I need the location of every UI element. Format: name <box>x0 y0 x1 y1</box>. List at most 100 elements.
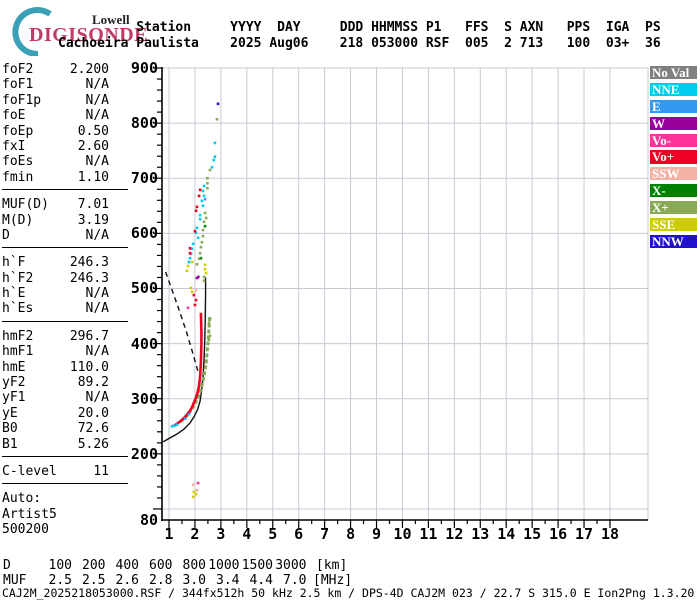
x-axis-tick-label: 11 <box>419 525 438 543</box>
parameter-value: 1.10 <box>77 169 109 185</box>
parameter-label: hmF2 <box>2 328 34 344</box>
parameter-label: yE <box>2 405 18 421</box>
distance-value: 1000 <box>208 558 240 573</box>
parameter-label: yF1 <box>2 390 26 406</box>
parameter-value: 246.3 <box>69 255 109 271</box>
parameter-value: N/A <box>85 92 109 108</box>
y-axis-tick-label: 300 <box>130 389 158 408</box>
parameter-label: h`Es <box>2 301 34 317</box>
x-axis-tick-label: 4 <box>242 525 252 543</box>
parameter-row: foE N/A <box>2 108 128 123</box>
legend-label: Vo- <box>652 132 672 148</box>
legend-label: W <box>652 115 665 131</box>
x-axis-tick-label: 15 <box>523 525 542 543</box>
legend-label: X+ <box>652 200 669 215</box>
legend-label: NNE <box>652 81 680 97</box>
y-axis-tick-label: 600 <box>130 224 158 243</box>
parameter-value: 0.50 <box>77 123 109 139</box>
parameter-value: 7.01 <box>77 197 109 213</box>
muf-value: 2.5 <box>82 573 106 588</box>
x-axis-tick-label: 9 <box>372 525 382 543</box>
x-axis-tick-label: 17 <box>575 525 594 543</box>
legend-label: X- <box>652 183 666 199</box>
parameter-label: M(D) <box>2 212 34 228</box>
x-axis-tick-label: 1 <box>164 525 174 543</box>
legend-item-vo-: Vo+ <box>650 149 697 165</box>
parameter-value: 89.2 <box>77 375 109 391</box>
muf-value: 2.8 <box>149 573 173 588</box>
header-line2: Cachoeira Paulista 2025 Aug06 218 053000… <box>58 36 661 51</box>
x-axis-tick-label: 3 <box>216 525 226 543</box>
x-axis-tick-label: 12 <box>445 525 464 543</box>
parameter-value: N/A <box>85 344 109 360</box>
parameter-row: hmF2 296.7 <box>2 329 128 344</box>
y-axis-tick-label: 500 <box>130 279 158 298</box>
muf-value: 3.4 <box>216 573 240 588</box>
parameter-label: fmin <box>2 169 34 185</box>
separator-line <box>2 189 128 191</box>
parameter-row: yE 20.0 <box>2 406 128 421</box>
parameter-row: yF2 89.2 <box>2 375 128 390</box>
parameter-row: fmin 1.10 <box>2 170 128 185</box>
muf-value: 3.0 <box>182 573 206 588</box>
y-axis-tick-label: 800 <box>130 114 158 133</box>
parameter-row: foEp 0.50 <box>2 124 128 139</box>
distance-unit: [km] <box>316 558 348 573</box>
logo-digisonde-text: DIGISONDE <box>29 24 148 46</box>
legend-label: NNW <box>652 233 684 249</box>
parameter-value: 11 <box>93 463 109 479</box>
x-axis-tick-label: 6 <box>294 525 304 543</box>
parameter-value: N/A <box>85 301 109 317</box>
parameter-row: h`F2 246.3 <box>2 271 128 286</box>
distance-value: 100 <box>48 558 72 573</box>
logo-lowell-text: Lowell <box>92 12 130 27</box>
crescent-icon <box>12 7 52 56</box>
parameter-value: 110.0 <box>69 359 109 375</box>
parameter-row: foF1p N/A <box>2 93 128 108</box>
parameter-row: MUF(D) 7.01 <box>2 197 128 212</box>
distance-value: 1500 <box>241 558 273 573</box>
parameter-label: h`E <box>2 286 26 302</box>
y-axis-tick-label: 80 <box>139 511 158 529</box>
x-axis-tick-label: 2 <box>190 525 200 543</box>
legend-label: Vo+ <box>652 149 675 165</box>
digisonde-logo: Lowell DIGISONDE <box>0 0 210 56</box>
y-axis-tick-label: 200 <box>130 444 158 463</box>
muf-value: 2.5 <box>48 573 72 588</box>
parameter-row: hmE 110.0 <box>2 360 128 375</box>
parameter-row: h`F 246.3 <box>2 255 128 270</box>
parameter-label: D <box>2 227 10 243</box>
separator-line <box>2 455 128 457</box>
parameter-label: foE <box>2 108 26 124</box>
parameter-label: h`F <box>2 255 26 271</box>
autoscaling-info-row: Artist5 <box>2 506 57 522</box>
parameter-value: 72.6 <box>77 421 109 437</box>
parameter-label: fxI <box>2 138 26 154</box>
parameter-row: B1 5.26 <box>2 437 128 452</box>
legend-item-nnw: NNW <box>650 235 697 248</box>
legend-item-ssw: SSW <box>650 167 697 180</box>
parameters-panel: foF2 2.200 foF1 N/A foF1p N/A foE N/A foEp 0.50 fx… <box>2 62 128 538</box>
parameter-value: 296.7 <box>69 328 109 344</box>
parameter-label: MUF(D) <box>2 197 49 213</box>
separator-line <box>2 247 128 249</box>
parameter-row: fxI 2.60 <box>2 139 128 154</box>
parameter-row: C-level 11 <box>2 464 128 479</box>
parameter-value: N/A <box>85 286 109 302</box>
muf-row-label: MUF <box>3 573 27 588</box>
x-axis-tick-label: 5 <box>268 525 278 543</box>
legend-item-sse: SSE <box>650 218 697 231</box>
legend-item-nne: NNE <box>650 83 697 96</box>
autoscaling-info-row: 500200 <box>2 522 49 538</box>
parameter-row: h`E N/A <box>2 286 128 301</box>
parameter-value: N/A <box>85 77 109 93</box>
parameter-label: B1 <box>2 436 18 452</box>
parameter-value: N/A <box>85 154 109 170</box>
legend-item-no-val: No Val <box>650 66 697 79</box>
legend-label: SSW <box>652 166 680 182</box>
distance-value: 400 <box>115 558 139 573</box>
parameter-row: M(D) 3.19 <box>2 213 128 228</box>
